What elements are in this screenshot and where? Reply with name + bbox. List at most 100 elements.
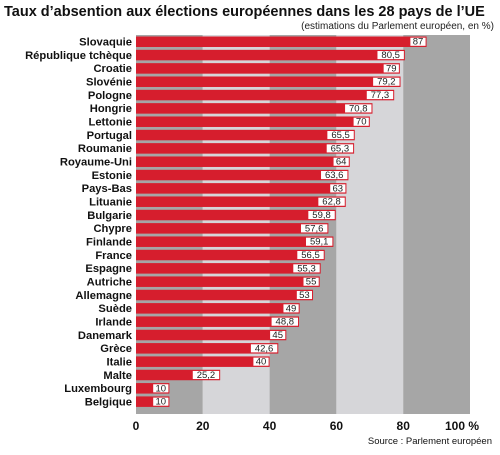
bar <box>136 169 349 181</box>
data-label-box <box>345 104 372 113</box>
data-label-box <box>330 184 346 193</box>
data-label: 10 <box>156 397 167 408</box>
source-note: Source : Parlement européen <box>368 436 492 447</box>
data-label: 48,8 <box>276 317 295 328</box>
data-label-box <box>366 91 394 100</box>
bar <box>136 369 221 381</box>
bar <box>136 143 355 154</box>
background-band <box>403 35 470 414</box>
data-label: 42,6 <box>255 343 274 354</box>
bar <box>136 303 300 314</box>
data-label: 63 <box>333 183 344 194</box>
bar <box>136 223 329 234</box>
data-label-box <box>353 117 369 126</box>
data-label-box <box>326 144 354 153</box>
data-label: 53 <box>299 290 310 301</box>
bar <box>136 249 325 261</box>
data-label-box <box>410 37 426 46</box>
category-label: Pologne <box>88 90 132 102</box>
bar <box>136 63 400 74</box>
bar <box>136 196 346 207</box>
data-label-box <box>305 237 333 246</box>
bar <box>136 329 287 341</box>
category-label: Portugal <box>87 130 132 142</box>
data-label: 63,6 <box>325 170 344 181</box>
category-label: Lettonie <box>88 116 132 128</box>
bar <box>136 76 401 87</box>
data-label: 59,8 <box>312 210 331 221</box>
category-label: Italie <box>107 356 133 368</box>
data-label: 57,6 <box>305 223 324 234</box>
data-label: 40 <box>256 357 267 368</box>
category-label: Danemark <box>78 330 133 342</box>
data-label: 62,8 <box>322 197 341 208</box>
data-label-box <box>373 77 400 86</box>
data-label-box <box>270 330 286 340</box>
category-label: Pays-Bas <box>82 183 132 195</box>
data-label: 87 <box>413 37 424 48</box>
bar <box>136 316 299 327</box>
category-label: Bulgarie <box>87 210 132 222</box>
category-label: Slovénie <box>86 76 132 88</box>
category-label: Suède <box>98 303 132 315</box>
category-label: Slovaquie <box>79 37 132 49</box>
bar <box>136 383 170 394</box>
category-label: Lituanie <box>89 196 132 208</box>
data-label-box <box>253 357 269 366</box>
data-label-box <box>192 370 220 380</box>
data-label-box <box>321 171 348 180</box>
bar <box>136 183 347 194</box>
bar <box>136 129 355 141</box>
data-label: 25,2 <box>197 370 216 381</box>
data-label-box <box>327 131 354 140</box>
data-label-box <box>383 64 399 73</box>
data-label-box <box>250 344 278 353</box>
category-label: Grèce <box>100 343 132 355</box>
bar <box>136 89 395 101</box>
category-label: France <box>95 250 132 262</box>
data-label: 70,8 <box>349 103 368 114</box>
bar <box>136 236 334 247</box>
bar <box>136 276 320 287</box>
bars <box>136 36 427 407</box>
chart-subtitle: (estimations du Parlement européen, en %… <box>301 21 494 32</box>
category-label: Allemagne <box>75 290 132 302</box>
tick-label: 0 <box>133 419 140 433</box>
bar <box>136 36 427 47</box>
bar <box>136 156 350 167</box>
data-label-box <box>377 51 404 60</box>
category-label: Estonie <box>92 170 132 182</box>
data-label: 70 <box>356 117 367 128</box>
data-label: 59,1 <box>310 237 329 248</box>
data-label-box <box>300 224 328 233</box>
value-labels: 87 80,5 79 79,2 77,370,8 70 65,5 65,3 64 63,6 63 62… <box>153 37 426 408</box>
data-label-box <box>153 397 169 406</box>
category-label: Hongrie <box>90 103 132 115</box>
chart-title: Taux d’absention aux élections européenn… <box>4 4 485 20</box>
data-label-box <box>303 277 319 286</box>
data-label: 56,5 <box>301 250 320 261</box>
data-label: 64 <box>336 157 347 168</box>
bar <box>136 356 270 367</box>
tick-label: 20 <box>196 419 210 433</box>
data-label: 77,3 <box>371 90 390 101</box>
data-label: 10 <box>156 383 167 394</box>
category-label: Irlande <box>95 316 132 328</box>
category-label: Autriche <box>87 276 132 288</box>
data-label-box <box>297 250 324 260</box>
tick-label: 60 <box>330 419 344 433</box>
category-label: Malte <box>103 370 132 382</box>
bar <box>136 116 370 127</box>
bar <box>136 209 336 221</box>
data-label-box <box>296 290 313 300</box>
tick-label: 40 <box>263 419 277 433</box>
category-label: Espagne <box>85 263 132 275</box>
category-label: Chypre <box>93 223 132 235</box>
bar <box>136 343 279 354</box>
data-label: 45 <box>272 330 283 341</box>
category-label: Belgique <box>85 396 132 408</box>
data-label: 65,5 <box>331 130 350 141</box>
